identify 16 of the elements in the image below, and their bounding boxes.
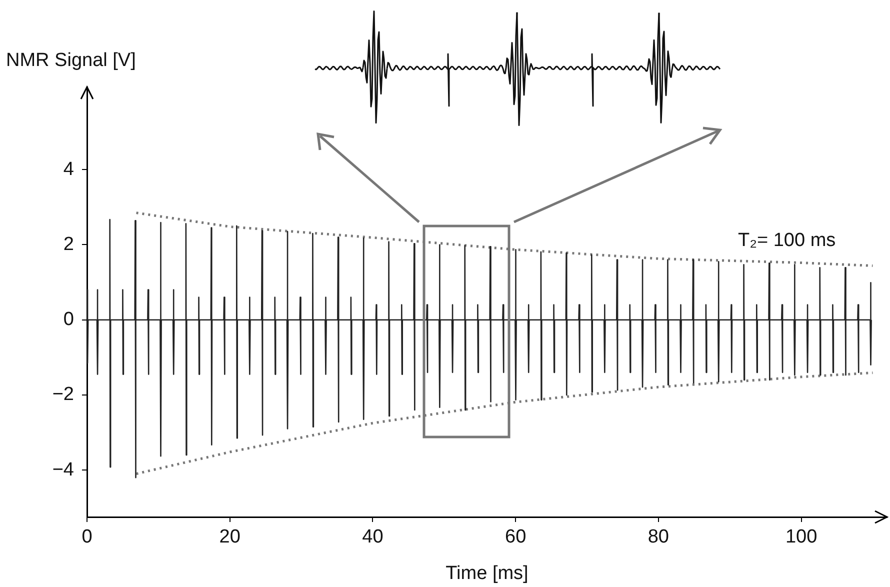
y-tick-label: 4 (63, 158, 74, 180)
line-series (135, 372, 874, 476)
x-tick-label: 20 (219, 526, 240, 548)
x-axis-title: Time [ms] (446, 562, 528, 584)
y-tick-label: 0 (63, 309, 74, 330)
x-tick-label: 80 (648, 526, 669, 548)
y-axis-title: NMR Signal [V] (6, 50, 136, 72)
y-tick-label: −2 (52, 384, 74, 406)
x-tick-label: 100 (785, 526, 818, 548)
x-tick-label: 40 (362, 526, 384, 548)
y-tick-label: −4 (52, 459, 74, 480)
y-tick-label: 2 (63, 234, 74, 255)
x-tick-label: 0 (82, 526, 92, 548)
annotation: T₂= 100 ms (738, 230, 836, 252)
x-tick-label: 60 (505, 526, 526, 548)
line-series (135, 212, 874, 268)
